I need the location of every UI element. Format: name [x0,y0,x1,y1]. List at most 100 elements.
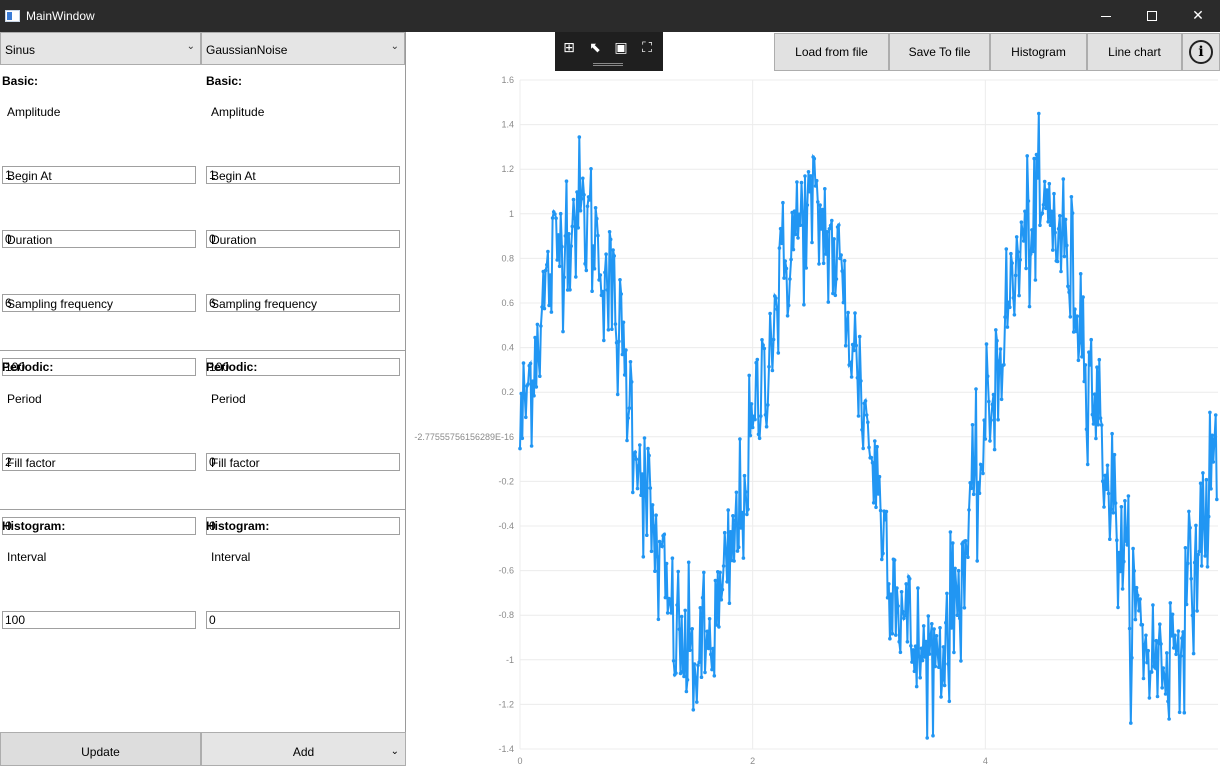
signal-type-select-left[interactable]: Sinus ⌄ [0,32,201,65]
load-from-file-button[interactable]: Load from file [774,33,889,71]
data-point [783,259,787,263]
select-element-icon[interactable]: ⬉ [589,40,601,56]
data-point [612,254,616,258]
data-point [1192,560,1197,565]
duration-input[interactable]: 6 [206,294,400,312]
data-point [753,417,757,422]
data-point [534,385,539,389]
data-point [599,293,604,298]
amplitude-input[interactable]: 1 [2,166,196,184]
data-point [528,361,533,366]
data-point [545,263,549,267]
chart-svg: 1.6 1.4 1.2 1 0.8 0.6 0.4 0.2 -2.77555756156289E… [414,75,1219,766]
interval-input[interactable]: 0 [206,611,400,629]
data-point [895,586,899,590]
data-point [1044,206,1048,211]
data-point [1002,362,1006,367]
data-point [1115,538,1119,542]
data-point [911,648,915,652]
y-tick-label: -2.77555756156289E-16 [414,432,514,442]
close-button[interactable]: ✕ [1175,0,1220,32]
data-point [604,252,608,256]
signal-type-select-right[interactable]: GaussianNoise ⌄ [201,32,405,65]
data-point [695,700,699,704]
data-point [654,513,658,517]
data-point [1170,612,1175,617]
info-button[interactable]: i [1182,33,1220,71]
data-point [935,651,940,655]
data-point [931,733,935,738]
maximize-button[interactable] [1129,0,1175,32]
begin-at-input[interactable]: 0 [206,230,400,248]
data-point [1087,350,1091,355]
data-point [575,190,579,194]
track-focus-icon[interactable]: ⛶ [642,40,652,56]
data-point [1135,593,1140,598]
data-point [1075,314,1079,318]
data-point [1159,642,1163,646]
minimize-button[interactable] [1083,0,1129,32]
data-point [674,671,678,675]
data-point [775,307,779,311]
sampling-frequency-input[interactable]: 100 [206,358,400,376]
histogram-button[interactable]: Histogram [990,33,1087,71]
data-point [613,322,618,326]
display-layout-adorners-icon[interactable]: ▣ [614,40,628,56]
data-point [1080,355,1084,359]
data-point [1122,559,1126,564]
data-point [778,226,783,231]
live-visual-tree-icon[interactable]: ⊞ [563,40,575,56]
data-point [524,415,528,420]
data-point [664,561,669,566]
y-tick-label: 0.4 [501,343,514,353]
line-chart-button[interactable]: Line chart [1087,33,1182,71]
data-point [740,510,744,515]
fill-factor-input[interactable]: 0 [206,517,400,535]
data-point [1187,509,1191,514]
interval-input[interactable]: 100 [2,611,196,629]
amplitude-input[interactable]: 1 [206,166,400,184]
data-point [1089,337,1093,342]
data-point [538,374,542,379]
begin-at-input[interactable]: 0 [2,230,196,248]
add-operation-select[interactable]: Add ⌄ [201,732,406,766]
data-point [780,241,784,246]
update-button[interactable]: Update [0,732,201,766]
signal-type-right-value: GaussianNoise [206,43,288,57]
data-point [1177,710,1182,715]
data-point [796,236,800,240]
period-input[interactable]: 0 [206,453,400,471]
data-point [903,613,907,618]
period-input[interactable]: 2 [2,453,196,471]
data-point [820,207,825,212]
data-point [1168,601,1173,605]
data-point [1105,463,1110,468]
sampling-frequency-input[interactable]: 100 [2,358,196,376]
data-point [728,530,733,534]
data-point [1191,651,1196,656]
data-point [592,266,597,271]
data-point [1203,554,1207,558]
data-point [629,380,634,384]
data-point [833,293,838,298]
data-point [698,606,703,610]
data-point [635,486,640,491]
data-point [996,417,1000,422]
data-point [1186,561,1190,566]
data-point [976,480,981,485]
toolbar-grip[interactable] [593,63,623,66]
data-point [706,646,711,651]
data-point [1205,565,1210,569]
data-point [1066,284,1070,289]
data-point [725,580,729,584]
data-point [579,197,584,201]
data-point [1095,365,1099,370]
data-point [713,578,718,583]
y-tick-label: 1.6 [501,75,514,85]
save-to-file-button[interactable]: Save To file [889,33,990,71]
data-point [807,189,812,194]
data-point [746,507,750,512]
data-point [709,652,713,657]
duration-input[interactable]: 6 [2,294,196,312]
fill-factor-input[interactable]: 0 [2,517,196,535]
